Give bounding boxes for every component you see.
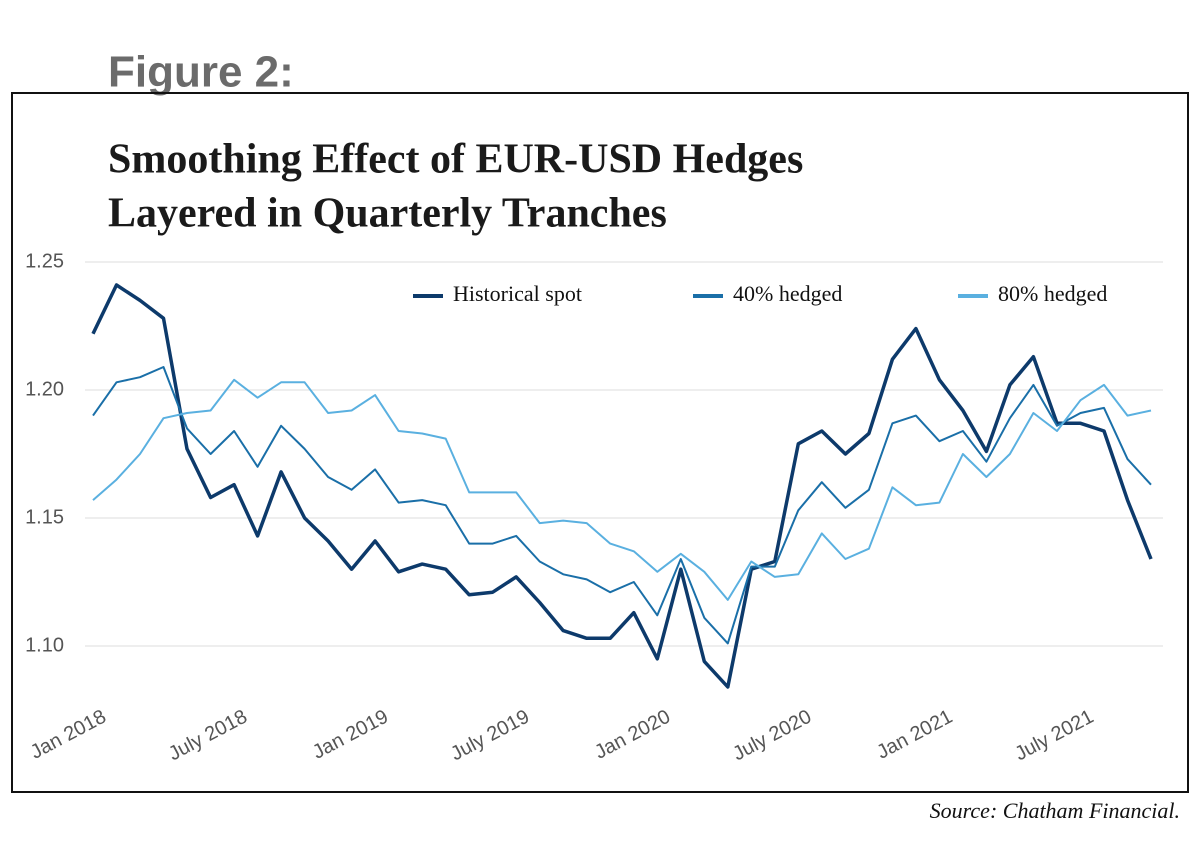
x-tick-label: July 2020 bbox=[729, 706, 815, 766]
chart-title: Smoothing Effect of EUR-USD Hedges bbox=[108, 137, 803, 183]
frame bbox=[11, 92, 1189, 793]
x-tick-label: July 2018 bbox=[165, 706, 251, 766]
legend-label: 80% hedged bbox=[998, 281, 1107, 306]
x-tick-label: Jan 2020 bbox=[591, 706, 674, 764]
x-tick-label: July 2019 bbox=[447, 706, 533, 766]
line-series bbox=[92, 378, 1152, 601]
x-tick-label: Jan 2018 bbox=[27, 706, 110, 764]
legend-label: 40% hedged bbox=[733, 281, 842, 306]
x-tick-label: Jan 2021 bbox=[873, 706, 956, 764]
chart-title: Layered in Quarterly Tranches bbox=[108, 191, 667, 237]
y-tick-label: 1.25 bbox=[25, 250, 64, 272]
x-tick-label: Jan 2019 bbox=[309, 706, 392, 764]
y-tick-label: 1.10 bbox=[25, 634, 64, 656]
legend-label: Historical spot bbox=[453, 281, 582, 306]
y-tick-label: 1.15 bbox=[25, 506, 64, 528]
line-series bbox=[91, 283, 1153, 689]
figure-label: Figure 2: bbox=[108, 48, 294, 97]
y-tick-label: 1.20 bbox=[25, 378, 64, 400]
line-series bbox=[92, 366, 1152, 645]
x-tick-label: July 2021 bbox=[1011, 706, 1097, 766]
source-note: Source: Chatham Financial. bbox=[930, 798, 1180, 823]
